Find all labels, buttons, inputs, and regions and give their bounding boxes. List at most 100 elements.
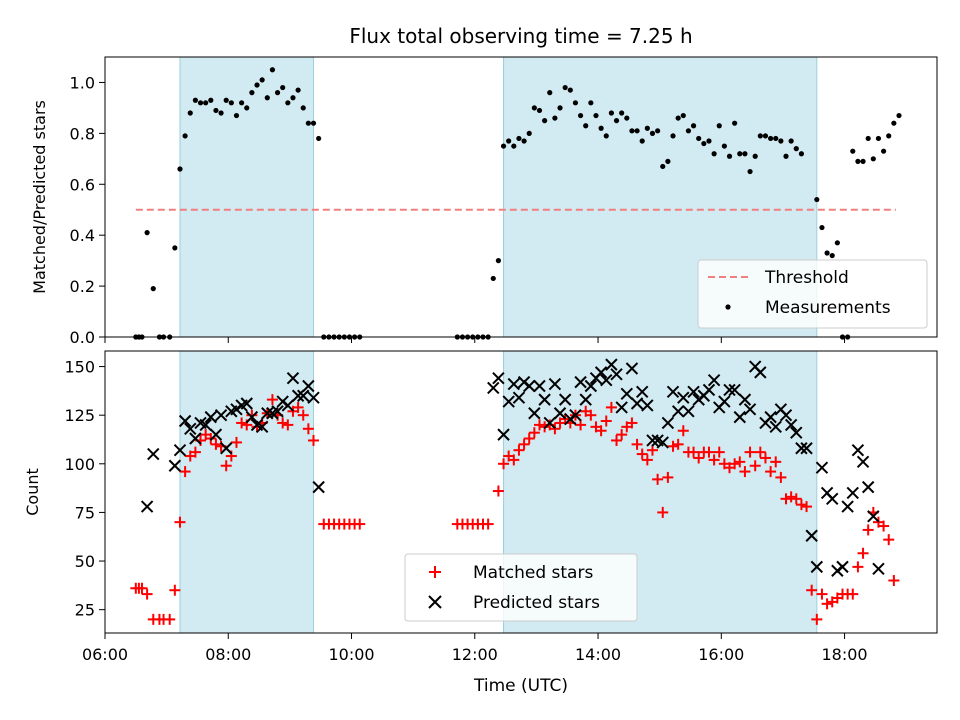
matched-star-point bbox=[878, 520, 890, 532]
matched-star-point bbox=[785, 491, 797, 503]
predicted-star-point bbox=[538, 393, 551, 406]
bottom-legend: Matched stars Predicted stars bbox=[404, 553, 638, 622]
top-y-axis-label: Matched/Predicted stars bbox=[30, 100, 49, 294]
matched-star-point bbox=[164, 613, 176, 625]
shaded-region-1 bbox=[179, 350, 315, 634]
predicted-star-point bbox=[209, 428, 223, 441]
predicted-star-point bbox=[635, 385, 649, 399]
predicted-star-point bbox=[312, 480, 325, 494]
predicted-star-point bbox=[584, 379, 598, 393]
predicted-star-point bbox=[677, 391, 690, 404]
measurement-point bbox=[213, 107, 219, 114]
matched-star-point bbox=[575, 419, 587, 431]
matched-star-point bbox=[282, 419, 294, 431]
matched-star-point bbox=[780, 493, 792, 505]
legend-matched-swatch bbox=[429, 566, 441, 578]
predicted-star-point bbox=[291, 389, 305, 402]
measurement-point bbox=[762, 133, 769, 139]
x-tick-label: 08:00 bbox=[205, 645, 251, 664]
matched-star-point bbox=[498, 458, 510, 470]
matched-star-point bbox=[523, 433, 535, 445]
matched-star-point bbox=[795, 499, 807, 511]
predicted-star-point bbox=[178, 414, 192, 428]
matched-star-point bbox=[765, 466, 777, 478]
measurement-point bbox=[567, 87, 573, 93]
measurement-point bbox=[233, 112, 240, 119]
measurement-point bbox=[747, 168, 753, 175]
measurement-point bbox=[634, 128, 640, 134]
predicted-star-point bbox=[826, 492, 839, 506]
matched-star-point bbox=[292, 401, 304, 413]
matched-star-point bbox=[677, 425, 689, 437]
measurement-point bbox=[542, 118, 548, 124]
y-tick-label: 75 bbox=[75, 503, 95, 522]
matched-star-point bbox=[482, 518, 494, 530]
matched-star-point bbox=[857, 547, 869, 559]
predicted-star-point bbox=[528, 407, 541, 420]
matched-star-point bbox=[801, 501, 813, 513]
measurement-point bbox=[223, 97, 229, 103]
matched-star-point bbox=[739, 466, 751, 478]
matched-star-point bbox=[141, 588, 153, 600]
matched-star-point bbox=[611, 434, 623, 446]
measurement-point bbox=[552, 115, 558, 121]
predicted-star-point bbox=[594, 366, 608, 379]
predicted-star-point bbox=[656, 436, 669, 449]
predicted-star-point bbox=[199, 418, 212, 432]
measurement-point bbox=[680, 112, 686, 119]
matched-star-point bbox=[595, 425, 607, 437]
matched-star-point bbox=[302, 423, 314, 435]
y-tick-label: 0.4 bbox=[70, 226, 95, 245]
matched-star-point bbox=[210, 438, 222, 450]
measurement-point bbox=[608, 110, 614, 116]
matched-star-point bbox=[636, 448, 648, 460]
matched-star-point bbox=[662, 471, 674, 483]
predicted-star-point bbox=[219, 442, 233, 455]
matched-star-point bbox=[852, 561, 864, 573]
predicted-star-point bbox=[718, 395, 731, 408]
top-panel: 0.0 0.2 0.4 0.6 0.8 1.0 Flux total observing … bbox=[30, 24, 938, 347]
predicted-star-point bbox=[512, 391, 526, 404]
measurement-point bbox=[834, 240, 840, 246]
measurement-point bbox=[752, 153, 758, 159]
matched-star-point bbox=[713, 446, 725, 458]
x-tick-label: 10:00 bbox=[328, 645, 374, 664]
predicted-star-point bbox=[189, 432, 202, 445]
predicted-star-point bbox=[214, 408, 228, 422]
chart-title: Flux total observing time = 7.25 h bbox=[349, 24, 692, 48]
top-axes-frame bbox=[104, 56, 938, 338]
measurement-point bbox=[875, 135, 882, 142]
matched-star-point bbox=[693, 452, 705, 464]
matched-star-point bbox=[806, 584, 818, 596]
predicted-star-point bbox=[815, 461, 829, 474]
measurement-point bbox=[742, 151, 748, 157]
measurement-point bbox=[244, 105, 250, 111]
measurement-point bbox=[583, 123, 589, 129]
measurement-point bbox=[228, 100, 234, 106]
measurement-point bbox=[254, 82, 260, 88]
matched-star-point bbox=[708, 454, 720, 466]
matched-star-point bbox=[508, 454, 520, 466]
predicted-star-point bbox=[754, 366, 767, 379]
y-tick-label: 1.0 bbox=[70, 73, 95, 92]
measurement-point bbox=[572, 100, 579, 106]
measurement-point bbox=[870, 156, 876, 162]
measurement-point bbox=[144, 230, 150, 236]
legend-threshold-label: Threshold bbox=[764, 268, 849, 288]
y-tick-label: 0.2 bbox=[70, 277, 95, 296]
measurement-point bbox=[660, 163, 666, 170]
measurement-point bbox=[685, 128, 692, 134]
measurement-point bbox=[773, 135, 779, 142]
predicted-star-point bbox=[841, 500, 854, 513]
measurement-point bbox=[886, 133, 892, 139]
measurement-point bbox=[192, 97, 198, 103]
predicted-star-point bbox=[240, 397, 253, 410]
predicted-star-point bbox=[646, 434, 659, 447]
predicted-star-point bbox=[707, 373, 721, 387]
measurement-point bbox=[824, 250, 830, 256]
predicted-star-point bbox=[271, 405, 284, 418]
x-tick-label: 12:00 bbox=[452, 645, 498, 664]
measurement-point bbox=[737, 151, 743, 157]
measurement-point bbox=[850, 148, 856, 154]
measurement-point bbox=[860, 158, 866, 164]
